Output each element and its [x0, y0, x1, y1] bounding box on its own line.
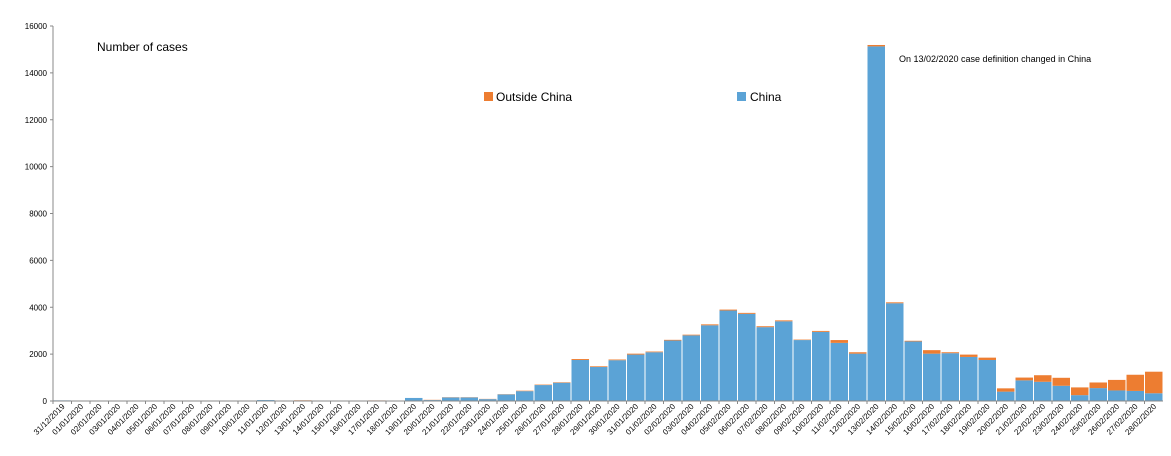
bar-outside-china	[941, 352, 959, 354]
bars-group	[53, 44, 1163, 401]
bar-china	[1126, 390, 1144, 401]
bar-outside-china	[867, 44, 885, 47]
y-tick-label: 4000	[29, 303, 47, 312]
bar-china	[534, 385, 552, 401]
y-axis-title: Number of cases	[97, 40, 188, 54]
bar-china	[793, 340, 811, 401]
bar-outside-china	[682, 334, 700, 336]
bar-china	[460, 397, 478, 401]
bar-outside-china	[849, 352, 867, 354]
y-tick-label: 14000	[25, 69, 48, 78]
bar-china	[479, 399, 497, 401]
bar-china	[1145, 393, 1163, 401]
bar-china	[738, 313, 756, 401]
bar-china	[812, 331, 830, 401]
bar-china	[904, 341, 922, 401]
bar-china	[960, 356, 978, 401]
bar-china	[997, 391, 1015, 401]
y-tick-label: 10000	[25, 163, 48, 172]
y-tick-label: 2000	[29, 350, 47, 359]
bar-china	[756, 327, 774, 401]
bar-outside-china	[904, 340, 922, 342]
bar-china	[1015, 380, 1033, 401]
bar-outside-china	[627, 353, 645, 355]
bar-china	[627, 354, 645, 401]
bar-outside-china	[1126, 374, 1144, 391]
bar-china	[405, 397, 423, 401]
bar-outside-china	[719, 309, 737, 311]
bar-outside-china	[997, 388, 1015, 392]
bar-china	[1108, 390, 1126, 401]
bar-china	[590, 367, 608, 401]
annotation-case-definition: On 13/02/2020 case definition changed in…	[899, 54, 1091, 64]
bar-outside-china	[571, 359, 589, 360]
bar-outside-china	[664, 339, 682, 341]
bar-china	[682, 335, 700, 401]
bar-outside-china	[1071, 387, 1089, 396]
y-tick-label: 0	[43, 397, 48, 406]
bar-china	[775, 321, 793, 401]
bar-china	[571, 359, 589, 401]
bar-china	[553, 382, 571, 401]
y-axis: 0 2000 4000 6000 8000 10000 12000 14000 16000	[25, 22, 54, 406]
bar-outside-china	[1052, 377, 1070, 386]
bar-outside-china	[1089, 382, 1107, 389]
legend-label-china: China	[750, 90, 782, 104]
bar-china	[497, 394, 515, 401]
bar-china	[1089, 388, 1107, 401]
bar-outside-china	[590, 366, 608, 368]
bar-outside-china	[608, 359, 626, 361]
bar-outside-china	[886, 302, 904, 304]
bar-china	[1052, 385, 1070, 401]
bar-outside-china	[978, 357, 996, 360]
bar-china	[516, 391, 534, 401]
bar-china	[1071, 395, 1089, 401]
bar-outside-china	[830, 340, 848, 343]
bar-outside-china	[1015, 377, 1033, 381]
bar-china	[608, 360, 626, 401]
bar-outside-china	[1145, 371, 1163, 394]
bar-china	[941, 353, 959, 401]
bar-outside-china	[1034, 375, 1052, 382]
bar-outside-china	[645, 351, 663, 353]
bar-china	[849, 353, 867, 401]
bar-outside-china	[923, 350, 941, 354]
y-tick-label: 8000	[29, 210, 47, 219]
bar-china	[830, 342, 848, 401]
bar-outside-china	[812, 330, 830, 332]
legend-label-outside-china: Outside China	[496, 90, 572, 104]
y-tick-label: 6000	[29, 256, 47, 265]
bar-china	[664, 340, 682, 401]
bar-china	[442, 397, 460, 401]
legend-swatch-china	[737, 92, 746, 101]
y-tick-label: 12000	[25, 116, 48, 125]
bar-outside-china	[701, 324, 719, 326]
bar-outside-china	[1108, 379, 1126, 391]
bar-outside-china	[738, 312, 756, 314]
bar-outside-china	[775, 320, 793, 322]
y-tick-label: 16000	[25, 22, 48, 31]
bar-china	[923, 353, 941, 401]
bar-china	[701, 325, 719, 401]
bar-china	[886, 303, 904, 401]
x-axis: 31/12/201901/01/202002/01/202003/01/2020…	[32, 400, 1163, 437]
bar-china	[1034, 381, 1052, 401]
bar-china	[867, 46, 885, 401]
bar-china	[978, 359, 996, 401]
bar-china	[645, 352, 663, 401]
bar-china	[719, 310, 737, 401]
bar-outside-china	[960, 354, 978, 357]
legend-swatch-outside-china	[484, 92, 493, 101]
bar-outside-china	[756, 326, 774, 328]
